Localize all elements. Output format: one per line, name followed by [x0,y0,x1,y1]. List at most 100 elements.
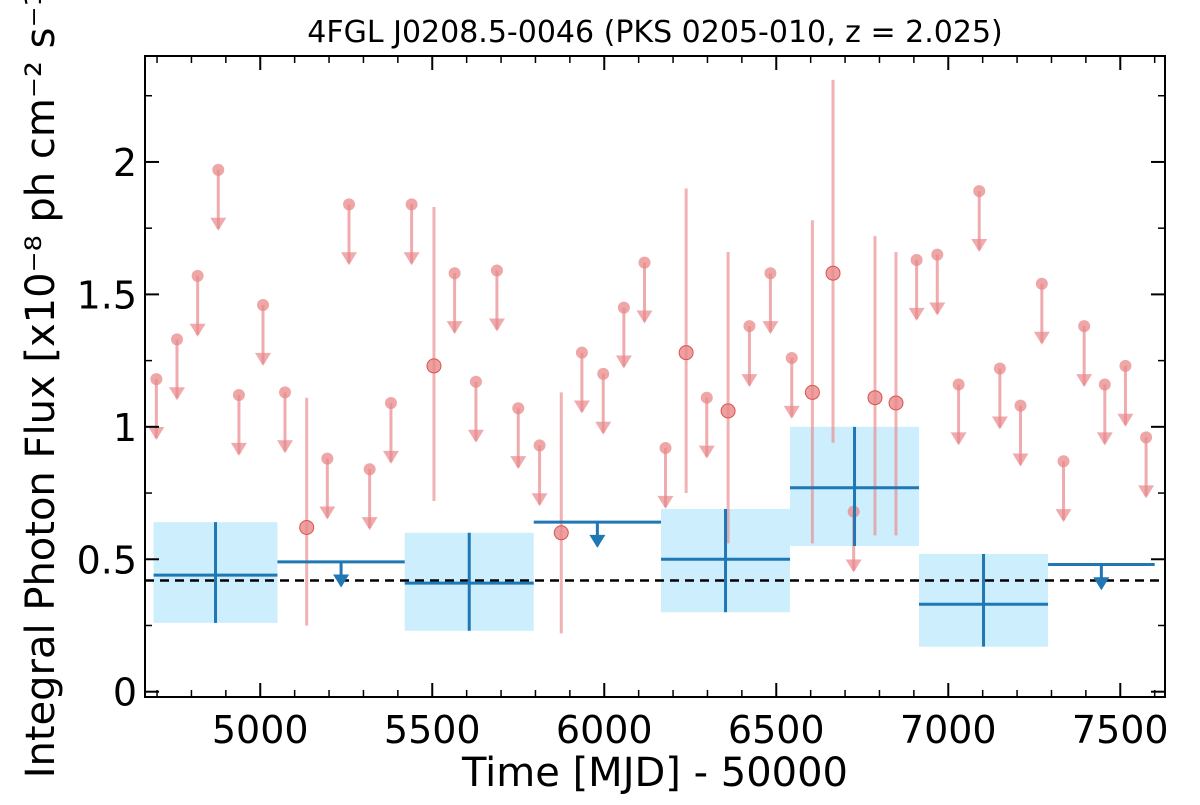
y-axis-label: Integral Photon Flux [x10⁻⁸ ph cm⁻² s⁻¹] [18,0,64,778]
upper-limit-arrow [168,387,185,401]
upper-limit-arrow [1117,413,1134,427]
upper-limit-arrow [783,405,800,419]
upper-limit-arrow [845,559,862,573]
plot-frame [144,55,1166,698]
upper-limit-arrow [341,252,357,266]
upper-limit-arrow [510,456,527,470]
x-tick-label: 7000 [900,708,997,752]
upper-limit-arrow [210,217,227,231]
upper-limit-marker [363,463,376,476]
upper-limit-arrow [698,445,715,459]
upper-limit-arrow [403,252,420,266]
upper-limit-arrow [1012,453,1029,467]
upper-limit-arrow [971,238,988,252]
upper-limit-marker [232,389,245,402]
upper-limit-arrow [595,421,612,435]
upper-limit-marker [659,442,672,455]
x-tick-label: 6500 [728,708,825,752]
detection-marker [720,403,736,419]
axes-layer: 5000 5500 6000 6500 7000 7500 0 0.5 1 1.5 2 [77,55,1169,752]
y-tick-label: 2 [113,141,137,185]
upper-limit-arrow [148,427,165,441]
upper-limit-marker [191,269,204,282]
long-bin-ul-arrow [1093,577,1110,591]
upper-limit-arrow [636,310,653,324]
y-tick-label: 1 [113,406,137,450]
upper-limit-marker [1035,277,1048,290]
upper-limit-arrow [573,400,590,414]
upper-limit-marker [952,378,965,391]
upper-limit-marker [279,386,292,399]
upper-limit-arrow [1076,374,1093,388]
upper-limit-marker [910,253,923,266]
upper-limit-arrow [361,517,378,531]
upper-limit-arrow [1033,331,1050,345]
detection-marker [825,265,841,281]
upper-limit-arrow [950,432,967,446]
upper-limit-marker [973,185,986,198]
upper-limit-arrow [615,355,632,369]
upper-limit-marker [575,346,588,359]
upper-limit-arrow [1096,432,1113,446]
upper-limit-arrow [230,442,247,456]
upper-limit-arrow [446,321,463,335]
long-bin-ul-arrow [333,574,350,588]
x-tick-label: 7500 [1072,708,1169,752]
x-tick-label: 5500 [384,708,481,752]
upper-limit-marker [512,402,525,415]
x-axis-label: Time [MJD] - 50000 [461,750,848,796]
upper-limit-marker [617,301,630,314]
upper-limit-marker [1014,399,1027,412]
upper-limit-arrow [929,302,946,316]
y-tick-label: 0 [113,671,137,715]
upper-limit-arrow [657,495,674,509]
upper-limit-marker [1140,431,1153,444]
upper-limit-marker [931,248,944,261]
upper-limit-marker [533,439,546,452]
upper-limit-marker [321,452,334,465]
upper-limit-arrow [741,374,758,388]
upper-limit-marker [597,367,610,380]
short-bin-layer [148,79,1155,634]
upper-limit-arrow [531,493,548,507]
y-tick-label: 1.5 [77,273,137,317]
upper-limit-marker [993,362,1006,375]
detection-marker [426,358,442,374]
upper-limit-marker [384,396,397,409]
upper-limit-marker [212,163,225,176]
detection-marker [553,525,569,541]
detection-marker [804,384,820,400]
detection-marker [299,519,315,535]
upper-limit-marker [448,267,461,280]
upper-limit-marker [764,267,777,280]
upper-limit-marker [638,256,651,269]
upper-limit-marker [343,198,355,211]
upper-limit-arrow [991,416,1008,430]
upper-limit-marker [490,264,503,277]
upper-limit-marker [170,333,183,346]
upper-limit-marker [785,351,798,364]
upper-limit-arrow [467,429,484,443]
upper-limit-arrow [277,440,294,454]
upper-limit-marker [743,320,756,333]
upper-limit-marker [256,298,269,311]
upper-limit-arrow [762,321,779,335]
x-tick-label: 6000 [556,708,653,752]
upper-limit-arrow [189,323,206,337]
upper-limit-arrow [254,352,271,366]
detection-marker [678,345,694,361]
detection-marker [867,390,883,406]
upper-limit-arrow [1055,509,1072,523]
upper-limit-marker [1057,455,1070,468]
long-bin-ul-arrow [589,534,606,548]
upper-limit-arrow [488,318,505,332]
upper-limit-arrow [908,307,925,321]
upper-limit-marker [150,373,163,386]
upper-limit-marker [700,391,713,404]
detection-marker [888,395,904,411]
upper-limit-marker [469,375,482,388]
upper-limit-arrow [1138,485,1155,499]
chart-title: 4FGL J0208.5-0046 (PKS 0205-010, z = 2.0… [307,15,1002,50]
